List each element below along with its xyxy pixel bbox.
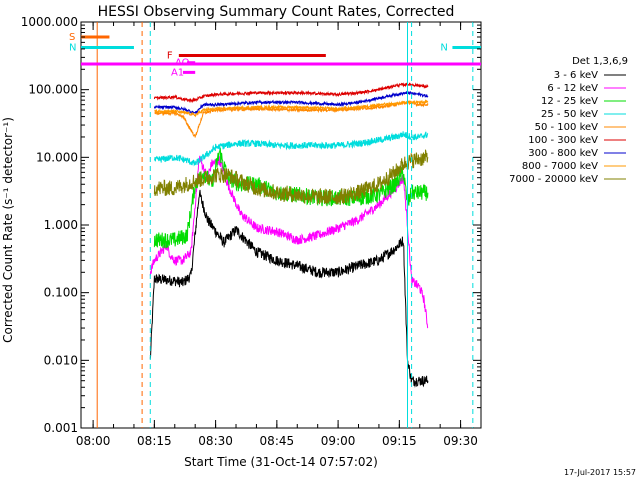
x-axis-label: Start Time (31-Oct-14 07:57:02) <box>184 455 378 469</box>
plot-area <box>80 21 482 429</box>
series-line-3 <box>153 131 429 167</box>
flag-label-3: F <box>167 50 173 61</box>
y-tick-label-5: 100.000 <box>28 83 78 97</box>
series-line-4 <box>154 100 429 138</box>
series-line-7 <box>154 99 429 118</box>
legend-label-8: 7000 - 20000 keV <box>509 174 598 185</box>
series-layer <box>149 82 429 388</box>
x-tick-label-3: 08:45 <box>260 434 295 448</box>
legend-label-2: 12 - 25 keV <box>541 96 598 107</box>
x-tick-label-0: 08:00 <box>76 434 111 448</box>
flags-layer: SNNFAOA1 <box>69 22 481 428</box>
y-tick-label-1: 0.010 <box>44 353 78 367</box>
x-tick-label-4: 09:00 <box>321 434 356 448</box>
flag-label-2: N <box>440 42 447 53</box>
x-tick-label-1: 08:15 <box>137 434 172 448</box>
y-tick-label-2: 0.100 <box>44 286 78 300</box>
series-line-6 <box>153 89 429 115</box>
x-tick-label-2: 08:30 <box>198 434 233 448</box>
legend-label-1: 6 - 12 keV <box>547 83 598 94</box>
legend-label-5: 100 - 300 keV <box>528 135 598 146</box>
flag-label-5: A1 <box>171 67 184 78</box>
legend: Det 1,3,6,9 3 - 6 keV 6 - 12 keV 12 - 25 ke… <box>509 56 628 185</box>
series-line-8 <box>153 149 429 205</box>
x-tick-label-6: 09:30 <box>443 434 478 448</box>
flag-label-1: N <box>69 42 76 53</box>
legend-label-3: 25 - 50 keV <box>541 109 598 120</box>
y-tick-label-6: 1000.000 <box>21 15 78 29</box>
chart-title: HESSI Observing Summary Count Rates, Cor… <box>98 4 455 20</box>
timestamp: 17-Jul-2017 15:57 <box>564 468 636 477</box>
plot-frame <box>80 21 482 429</box>
legend-title: Det 1,3,6,9 <box>572 56 628 67</box>
axes-layer: 0.001 0.010 0.100 1.000 10.000 100.000 1000.00… <box>21 15 482 448</box>
y-tick-label-0: 0.001 <box>44 421 78 435</box>
series-line-0 <box>149 189 429 388</box>
flag-label-0: S <box>69 32 75 43</box>
legend-label-4: 50 - 100 keV <box>535 122 599 133</box>
y-tick-label-3: 1.000 <box>44 218 78 232</box>
legend-label-7: 800 - 7000 keV <box>522 161 598 172</box>
legend-label-0: 3 - 6 keV <box>554 70 598 81</box>
y-tick-label-4: 10.000 <box>36 150 78 164</box>
legend-label-6: 300 - 800 keV <box>528 148 598 159</box>
series-line-1 <box>149 155 429 329</box>
y-axis-label: Corrected Count Rate (s⁻¹ detector⁻¹) <box>1 117 15 343</box>
series-line-5 <box>153 82 429 104</box>
x-tick-label-5: 09:15 <box>382 434 417 448</box>
